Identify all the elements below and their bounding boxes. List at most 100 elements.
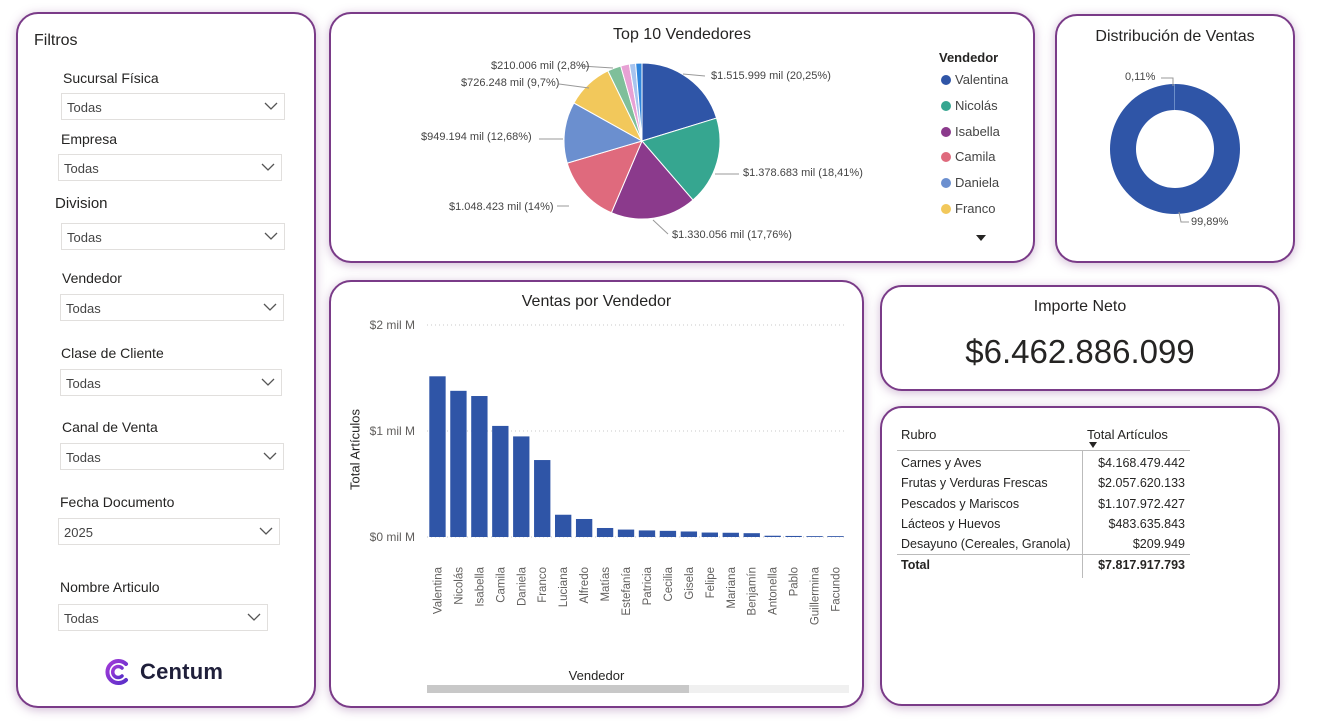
pie-title: Top 10 Vendedores: [613, 26, 751, 43]
bar-felipe[interactable]: [701, 532, 718, 537]
filter-label-vendedor: Vendedor: [62, 270, 122, 286]
filter-select-fecha[interactable]: 2025: [58, 518, 280, 545]
table-cell-rubro: Desayuno (Cereales, Granola): [901, 537, 1071, 551]
x-tick-label: Matías: [600, 567, 612, 602]
filter-label-sucursal: Sucursal Física: [63, 70, 159, 86]
bar-valentina[interactable]: [429, 376, 446, 537]
bar-matías[interactable]: [596, 527, 614, 537]
legend-item-camila[interactable]: Camila: [941, 149, 995, 164]
filter-value: Todas: [64, 161, 99, 176]
pie-slice-camila[interactable]: [566, 140, 643, 214]
table-header-total[interactable]: Total Artículos: [1087, 427, 1168, 442]
x-tick-label: Camila: [495, 566, 507, 602]
table-header-rubro[interactable]: Rubro: [901, 427, 937, 442]
legend-label: Camila: [955, 149, 996, 164]
bar-luciana[interactable]: [555, 514, 572, 537]
legend-label: Daniela: [955, 175, 1000, 190]
legend-label: Isabella: [955, 124, 1000, 139]
legend-dot: [941, 203, 951, 214]
x-tick-label: Valentina: [432, 566, 444, 614]
x-tick-label: Mariana: [726, 566, 738, 608]
filter-select-sucursal[interactable]: Todas: [61, 93, 285, 120]
legend-dot: [941, 100, 951, 111]
pie-label-nicolas: $1.378.683 mil (18,41%): [743, 167, 863, 179]
filter-value: Todas: [66, 376, 101, 391]
filter-select-vendedor[interactable]: Todas: [60, 294, 284, 321]
x-tick-label: Facundo: [831, 567, 843, 612]
donut-label-small: 0,11%: [1125, 71, 1156, 83]
legend-item-valentina[interactable]: Valentina: [941, 72, 1008, 87]
x-tick-label: Patricia: [642, 566, 654, 605]
filter-select-articulo[interactable]: Todas: [58, 604, 268, 631]
sort-desc-icon: [1089, 442, 1097, 448]
pie-slice-valentina[interactable]: [641, 62, 718, 142]
scrollbar-thumb[interactable]: [427, 685, 689, 693]
pie-label-valentina: $1.515.999 mil (20,25%): [711, 70, 831, 82]
table-total-label: Total: [901, 558, 930, 572]
bar-isabella[interactable]: [471, 396, 488, 537]
legend-item-nicolas[interactable]: Nicolás: [941, 98, 998, 113]
filter-label-division: Division: [55, 195, 108, 212]
filter-value: Todas: [66, 301, 101, 316]
pie-slice-nicolás[interactable]: [641, 117, 721, 201]
legend-dot: [941, 151, 951, 162]
table-cell-rubro: Carnes y Aves: [901, 456, 982, 470]
pie-label-franco: $726.248 mil (9,7%): [461, 77, 560, 89]
pie-label-camila: $1.048.423 mil (14%): [449, 201, 554, 213]
bar-facundo[interactable]: [827, 536, 844, 537]
table-total-value: $7.817.917.793: [1098, 558, 1185, 572]
filter-label-empresa: Empresa: [61, 131, 118, 147]
horizontal-scrollbar[interactable]: [427, 685, 849, 693]
bar-mariana[interactable]: [722, 532, 739, 537]
donut-label-large: 99,89%: [1191, 216, 1229, 228]
filter-select-division[interactable]: Todas: [61, 223, 285, 250]
chevron-down-icon: [263, 452, 277, 460]
legend-dot: [941, 74, 951, 85]
total-divider: [897, 554, 1190, 555]
pie-leader-line: [652, 219, 669, 235]
y-tick-label: $1 mil M: [370, 424, 415, 438]
bar-benjamín[interactable]: [743, 533, 760, 537]
bar-title: Ventas por Vendedor: [521, 293, 672, 310]
pie-slice-estefanía[interactable]: [635, 62, 643, 142]
table-cell-rubro: Frutas y Verduras Frescas: [901, 476, 1048, 490]
legend-item-daniela[interactable]: Daniela: [941, 175, 999, 190]
pie-chart: [539, 62, 739, 235]
donut-leader-line: [1178, 211, 1189, 223]
pie-slice-isabella[interactable]: [610, 140, 694, 220]
bar-estefanía[interactable]: [617, 529, 635, 537]
table-cell-rubro: Lácteos y Huevos: [901, 517, 1001, 531]
filter-select-empresa[interactable]: Todas: [58, 154, 282, 181]
filter-value: Todas: [66, 450, 101, 465]
bar-alfredo[interactable]: [575, 518, 593, 537]
filter-select-canal-venta[interactable]: Todas: [60, 443, 284, 470]
bar-antonella[interactable]: [764, 535, 781, 537]
legend-item-isabella[interactable]: Isabella: [941, 124, 1000, 139]
pie-slice-daniela[interactable]: [563, 102, 644, 164]
ventas-vendedor-card: Ventas por Vendedor $0 mil M $1 mil M $2 m…: [329, 280, 864, 708]
chevron-down-icon: [264, 232, 278, 240]
donut-segment-0[interactable]: [1109, 84, 1240, 215]
bar-camila[interactable]: [492, 425, 509, 537]
filter-select-clase-cliente[interactable]: Todas: [60, 369, 282, 396]
pie-label-luciana: $210.006 mil (2,8%): [491, 60, 590, 72]
x-tick-label: Gisela: [684, 566, 696, 599]
bar-pablo[interactable]: [785, 535, 802, 537]
legend-label: Valentina: [955, 72, 1009, 87]
y-tick-label: $2 mil M: [370, 318, 415, 332]
bar-cecilia[interactable]: [659, 530, 677, 537]
bar-daniela[interactable]: [513, 436, 530, 537]
kpi-value: $6.462.886.099: [965, 333, 1195, 370]
x-tick-label: Isabella: [474, 566, 486, 606]
pie-leader-line: [682, 73, 706, 77]
legend-item-franco[interactable]: Franco: [941, 201, 995, 216]
bar-patricia[interactable]: [638, 530, 656, 537]
bar-nicolás[interactable]: [450, 390, 467, 537]
kpi-label: Importe Neto: [1033, 298, 1127, 315]
bar-gisela[interactable]: [680, 531, 698, 537]
bar-guillermina[interactable]: [806, 536, 823, 537]
bar-franco[interactable]: [534, 460, 551, 537]
chevron-down-icon: [261, 163, 275, 171]
x-tick-label: Antonella: [768, 566, 780, 615]
legend-scroll-down-icon[interactable]: [975, 234, 987, 242]
